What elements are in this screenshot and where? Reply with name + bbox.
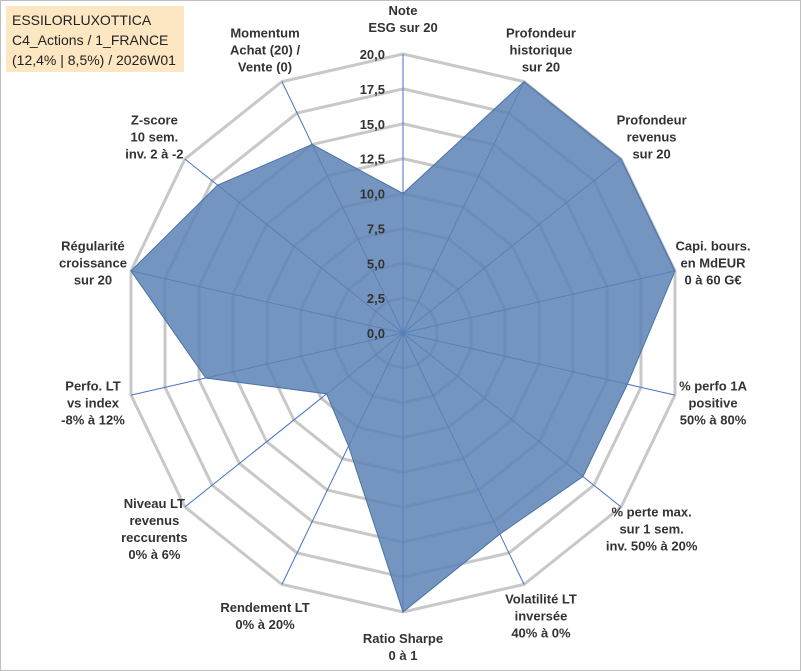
axis-label: % perfo 1A (679, 378, 748, 393)
r-tick-label: 7,5 (367, 221, 385, 236)
axis-label: 0 à 1 (389, 648, 418, 663)
axis-label: Capi. bours. (675, 239, 750, 254)
axis-label: 10 sem. (131, 130, 179, 145)
axis-label: Régularité (61, 239, 125, 254)
chart-title: (12,4% | 8,5%) / 2026W01 (12, 52, 176, 68)
chart-title: ESSILORLUXOTTICA (12, 12, 152, 28)
axis-label: -8% à 12% (61, 412, 125, 427)
axis-label: revenus (627, 130, 677, 145)
r-tick-label: 15,0 (360, 117, 385, 132)
axis-label: 40% à 0% (511, 625, 571, 640)
radar-area (130, 80, 676, 613)
r-tick-label: 2,5 (367, 291, 385, 306)
axis-label: inversée (515, 608, 568, 623)
r-tick-label: 0,0 (367, 326, 385, 341)
axis-label: reccurents (121, 530, 187, 545)
axis-label: 50% à 80% (680, 412, 747, 427)
r-tick-label: 5,0 (367, 256, 385, 271)
axis-label: ESG sur 20 (368, 20, 437, 35)
axis-label: croissance (59, 256, 127, 271)
axis-label: Niveau LT (124, 496, 185, 511)
axis-label: Momentum (230, 26, 299, 41)
axis-label: Ratio Sharpe (363, 631, 443, 646)
axis-label: Achat (20) / (230, 43, 300, 58)
axis-label: vs index (67, 395, 120, 410)
axis-label: en MdEUR (681, 256, 747, 271)
axis-label: Profondeur (506, 26, 576, 41)
axis-label: sur 1 sem. (619, 521, 683, 536)
axis-label: sur 20 (522, 60, 560, 75)
axis-label: Vente (0) (238, 60, 292, 75)
axis-label: sur 20 (74, 273, 112, 288)
axis-label: revenus (129, 513, 179, 528)
axis-label: Rendement LT (220, 600, 309, 615)
axis-label: Profondeur (617, 113, 687, 128)
axis-label: inv. 2 à -2 (125, 147, 183, 162)
axis-label: Perfo. LT (65, 378, 120, 393)
r-tick-label: 12,5 (360, 152, 385, 167)
r-tick-label: 10,0 (360, 187, 385, 202)
axis-label: historique (510, 43, 573, 58)
axis-label: sur 20 (632, 147, 670, 162)
r-tick-label: 20,0 (360, 47, 385, 62)
axis-label: 0 à 60 G€ (684, 273, 741, 288)
axis-label: % perte max. (612, 504, 692, 519)
title-box (6, 6, 184, 72)
axis-label: Volatilité LT (505, 591, 577, 606)
chart-title: C4_Actions / 1_FRANCE (12, 32, 168, 48)
axis-label: inv. 50% à 20% (606, 538, 698, 553)
axis-label: Z-score (131, 113, 178, 128)
r-tick-label: 17,5 (360, 82, 385, 97)
axis-label: positive (688, 395, 737, 410)
axis-label: 0% à 6% (128, 547, 180, 562)
axis-label: 0% à 20% (235, 617, 295, 632)
axis-label: Note (389, 3, 418, 18)
